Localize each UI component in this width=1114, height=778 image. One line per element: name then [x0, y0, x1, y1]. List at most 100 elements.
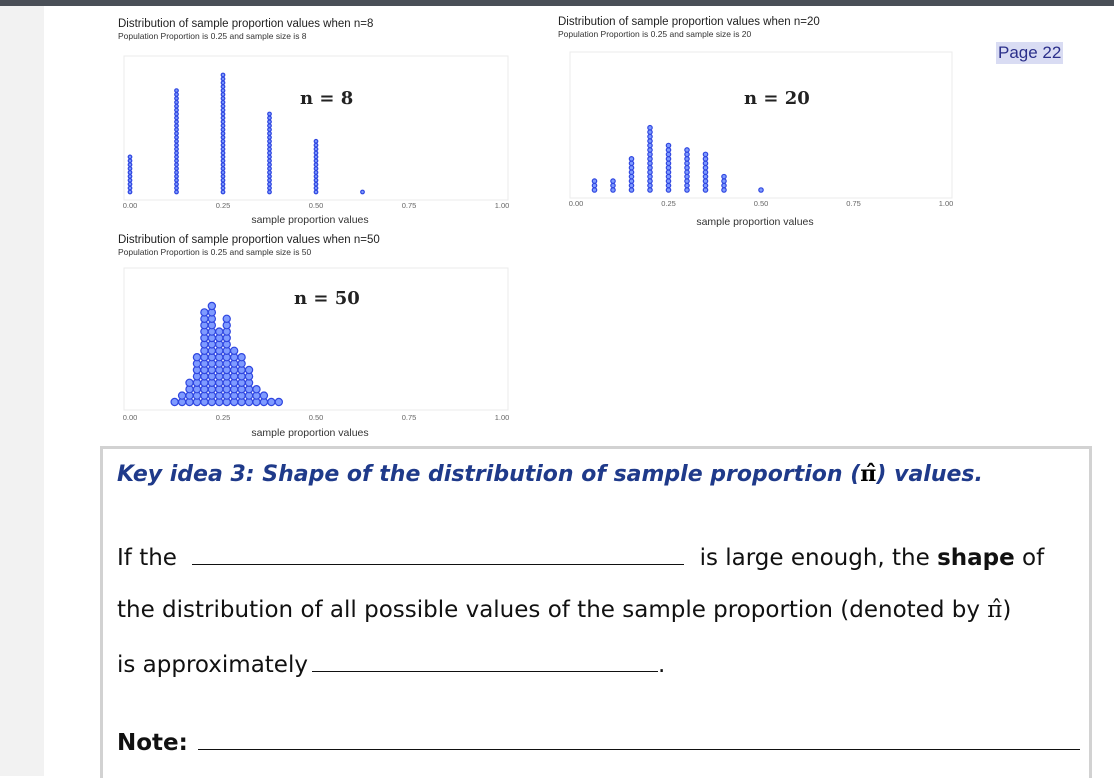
window-top-bar — [0, 0, 1114, 6]
dot-point — [127, 185, 133, 191]
dot-point — [220, 111, 226, 117]
dot-point — [174, 88, 179, 93]
dot-point — [610, 178, 616, 184]
dot-point — [684, 160, 690, 167]
dot-point — [267, 181, 272, 187]
dot-point — [174, 154, 179, 160]
blank-note[interactable] — [197, 729, 1080, 750]
dot-point — [220, 142, 226, 148]
dot-point — [220, 76, 226, 82]
x-tick-label: 0.50 — [754, 199, 769, 208]
dot-point — [252, 384, 261, 394]
dot-point — [610, 187, 616, 193]
dot-point — [220, 177, 226, 183]
dot-point — [127, 173, 133, 179]
dot-point — [267, 189, 272, 195]
dot-point — [220, 185, 226, 191]
chart-svg: 0.00 0.25 0.50 0.75 1.00 sample proportion va… — [123, 55, 510, 226]
plot-frame — [123, 267, 509, 411]
dot-point — [244, 365, 254, 375]
sample-size-annotation: n = 50 — [294, 288, 360, 309]
dot-point — [684, 169, 690, 176]
dot-point — [360, 189, 365, 195]
dot-point — [665, 147, 672, 153]
blank-shape[interactable] — [311, 651, 658, 672]
dot-point — [591, 182, 598, 189]
dot-point — [665, 173, 672, 180]
dot-point — [647, 156, 653, 162]
chart-subtitle: Population Proportion is 0.25 and sample… — [118, 31, 307, 41]
dot-point — [665, 187, 672, 193]
dot-point — [174, 123, 179, 129]
x-tick-label: 1.00 — [495, 413, 510, 422]
x-tick-label: 0.25 — [216, 201, 231, 210]
dot-point — [220, 88, 226, 93]
dot-point — [185, 378, 194, 387]
dot-point — [220, 154, 226, 160]
dot-point — [174, 138, 179, 144]
dot-point — [647, 160, 653, 167]
chart-svg: 0.00 0.25 0.50 0.75 1.00 sample proportion va… — [569, 51, 954, 228]
x-tick-label: 0.75 — [846, 199, 861, 208]
dot-point — [702, 164, 709, 171]
dot-point — [174, 142, 179, 148]
dot-point — [647, 133, 653, 140]
blank-sample-size[interactable] — [192, 544, 685, 565]
dot-point — [127, 162, 133, 168]
dot-point — [313, 138, 319, 144]
dot-point — [702, 173, 709, 180]
dot-point — [313, 185, 319, 191]
dot-point — [702, 160, 709, 167]
dot-point — [647, 178, 653, 184]
dot-point — [702, 151, 709, 158]
x-tick-label: 1.00 — [939, 199, 954, 208]
dot-point — [174, 181, 179, 187]
dot-point — [220, 131, 226, 136]
x-tick-label: 0.50 — [309, 413, 324, 422]
dot-point — [220, 127, 226, 132]
dot-point — [665, 156, 672, 162]
dot-point — [684, 182, 690, 189]
dot-point — [174, 111, 179, 117]
dot-point — [215, 327, 224, 336]
dot-point — [702, 169, 709, 176]
dot-point — [174, 131, 179, 136]
dot-point — [647, 124, 653, 131]
dot-point — [267, 146, 272, 152]
x-tick-label: 1.00 — [495, 201, 510, 210]
dot-point — [267, 111, 272, 117]
x-tick-label: 0.75 — [402, 413, 417, 422]
dot-point — [127, 166, 133, 172]
dot-point — [702, 178, 709, 184]
statement-shape-bold: shape — [937, 545, 1015, 571]
pi-hat-symbol: π̂ — [987, 597, 1003, 623]
dot-point — [591, 178, 598, 184]
chart-title: Distribution of sample proportion values… — [558, 16, 820, 28]
dot-point — [313, 150, 319, 156]
dot-point — [207, 301, 217, 311]
dot-point — [220, 181, 226, 187]
dot-point — [665, 178, 672, 184]
dot-point — [220, 107, 226, 113]
dot-point — [267, 127, 272, 132]
dot-point — [174, 92, 179, 97]
dot-point — [267, 150, 272, 156]
dot-point — [721, 182, 727, 189]
dot-point — [220, 170, 226, 175]
chart-svg: 0.00 0.25 0.50 0.75 1.00 sample proportion va… — [123, 267, 510, 439]
dot-point — [647, 182, 653, 189]
page-number-label: Page 22 — [996, 42, 1064, 64]
dot-point — [174, 170, 179, 175]
dot-point — [267, 115, 272, 121]
dot-point — [267, 158, 272, 164]
dot-point — [721, 178, 727, 184]
statement-line-2-text: the distribution of all possible values … — [117, 597, 988, 623]
dot-point — [721, 173, 727, 180]
dot-point — [313, 166, 319, 172]
x-tick-label: 0.25 — [216, 413, 231, 422]
dot-point — [267, 177, 272, 183]
dot-point — [267, 162, 272, 168]
dot-point — [721, 187, 727, 193]
left-gutter — [0, 6, 44, 776]
dot-point — [220, 99, 226, 105]
